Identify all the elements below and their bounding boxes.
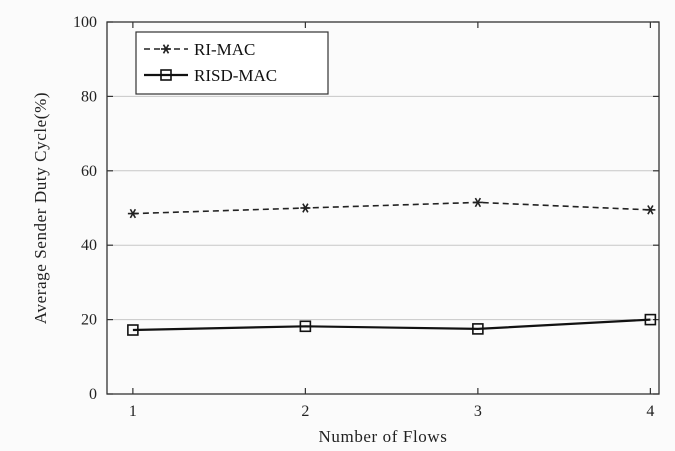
x-axis-title: Number of Flows (319, 427, 448, 446)
y-tick-label-80: 80 (81, 88, 97, 105)
y-tick-label-40: 40 (81, 237, 97, 254)
series-lines (128, 198, 656, 335)
x-tick-label-3: 3 (474, 403, 482, 420)
point-ri-mac-1 (128, 209, 138, 218)
y-tick-label-20: 20 (81, 312, 97, 329)
y-tick-label-0: 0 (89, 386, 97, 403)
x-tick-label-1: 1 (129, 403, 137, 420)
x-tick-label-2: 2 (301, 403, 309, 420)
legend: RI-MAC RISD-MAC (136, 32, 328, 94)
y-axis-title: Average Sender Duty Cycle(%) (31, 92, 50, 324)
series-line-risd-mac (133, 320, 651, 330)
point-ri-mac-4 (645, 206, 655, 215)
grid-lines (107, 96, 659, 319)
series-line-ri-mac (133, 202, 651, 213)
x-tick-label-4: 4 (646, 403, 654, 420)
legend-label-ri-mac: RI-MAC (194, 40, 255, 59)
y-tick-label-100: 100 (73, 14, 97, 31)
y-tick-label-60: 60 (81, 163, 97, 180)
point-ri-mac-3 (473, 198, 483, 207)
point-ri-mac-2 (300, 204, 310, 213)
legend-label-risd-mac: RISD-MAC (194, 66, 277, 85)
